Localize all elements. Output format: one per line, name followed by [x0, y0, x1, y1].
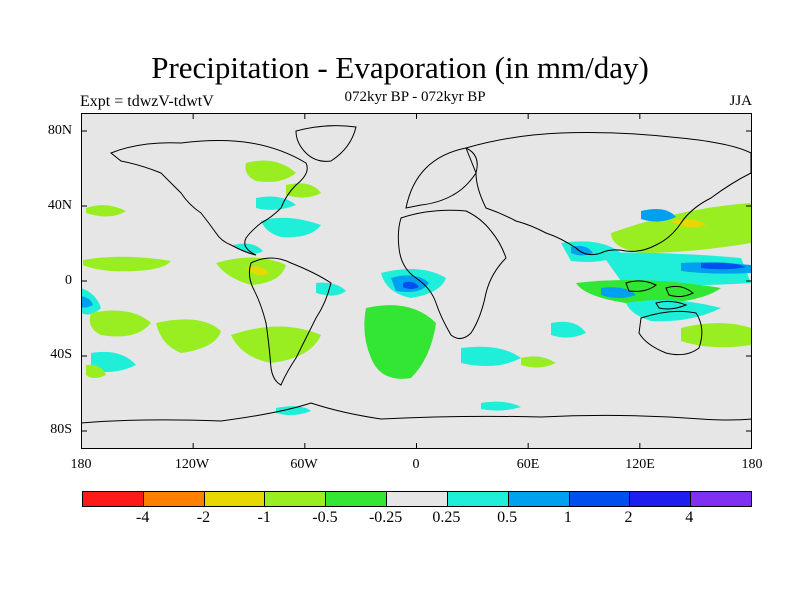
anomaly-patch: [611, 203, 751, 253]
anomaly-patch: [276, 406, 311, 416]
anomaly-patch: [91, 351, 136, 373]
coastline-greenland: [295, 125, 357, 162]
colorbar-swatch: [143, 492, 205, 506]
anomaly-patch: [316, 282, 346, 296]
coastline-south-america: [248, 257, 332, 386]
colorbar-label: 1: [563, 509, 572, 526]
lon-label-60e: 60E: [516, 457, 540, 472]
lon-label-180w: 180: [70, 457, 92, 472]
colorbar-swatch: [691, 492, 751, 506]
anomaly-patch: [641, 209, 676, 222]
anomaly-patch: [481, 401, 521, 411]
anomaly-patch: [261, 217, 321, 238]
lon-label-0: 0: [412, 457, 420, 472]
coastline-africa: [397, 209, 507, 339]
map-title: Precipitation - Evaporation (in mm/day): [151, 50, 649, 85]
colorbar-swatch: [83, 492, 144, 506]
lon-label-180e: 180: [741, 457, 763, 472]
colorbar-label: 2: [624, 509, 633, 526]
coastlines: [81, 125, 752, 424]
season-label: JJA: [729, 93, 752, 109]
coastline-antarctica: [81, 402, 752, 424]
coastline-north-america: [110, 140, 308, 256]
colorbar-label: -0.5: [312, 509, 338, 526]
anomaly-patch: [601, 287, 636, 298]
colorbar-label: 0.5: [497, 509, 518, 526]
lon-label-120w: 120W: [174, 457, 210, 472]
anomaly-patch: [246, 266, 269, 276]
experiment-label: Expt = tdwzV-tdwtV: [80, 93, 214, 110]
anomaly-patch: [156, 319, 221, 353]
coastline-europe: [405, 147, 478, 209]
colorbar-swatch: [447, 492, 509, 506]
lat-label-40s: 40S: [50, 347, 72, 362]
anomaly-patch: [256, 196, 296, 210]
colorbar-label: -1: [257, 509, 271, 526]
colorbar-swatch: [265, 492, 327, 506]
map-panel: [81, 113, 752, 449]
colorbar-swatch: [630, 492, 692, 506]
anomaly-patch: [233, 243, 263, 254]
coastline-maritime: [625, 280, 694, 310]
map-plot: [81, 113, 752, 449]
anomaly-patch: [245, 160, 296, 182]
lat-label-0: 0: [65, 273, 72, 288]
anomaly-patch: [81, 296, 93, 308]
anomaly-patch: [89, 310, 151, 337]
colorbar-swatch: [387, 492, 448, 506]
colorbar-swatch: [326, 492, 388, 506]
anomaly-patch: [601, 252, 751, 286]
coastline-australia: [638, 310, 703, 356]
anomaly-patch: [86, 364, 106, 378]
colorbar-label: 0.25: [432, 509, 461, 526]
lat-label-80n: 80N: [47, 123, 72, 138]
anomaly-patch: [364, 305, 436, 379]
anomaly-patch: [576, 279, 721, 305]
colorbar-label: -4: [136, 509, 150, 526]
map-subtitle: 072kyr BP - 072kyr BP: [344, 89, 486, 105]
lon-label-60w: 60W: [290, 457, 318, 472]
colorbar-swatch: [569, 492, 631, 506]
colorbar: [82, 491, 752, 507]
anomaly-patch: [521, 356, 556, 368]
colorbar-label: 4: [685, 509, 694, 526]
colorbar-label: -0.25: [368, 509, 403, 526]
colorbar-swatch: [204, 492, 266, 506]
anomaly-patch: [701, 262, 746, 270]
anomaly-patch: [403, 281, 419, 289]
lat-label-80s: 80S: [50, 422, 72, 437]
anomaly-patch: [86, 205, 126, 217]
anomaly-patch: [461, 346, 521, 367]
colorbar-swatch: [508, 492, 570, 506]
lon-label-120e: 120E: [625, 457, 655, 472]
map-frame: [81, 113, 752, 449]
anomaly-patch: [681, 323, 751, 348]
anomaly-patch: [83, 256, 171, 272]
lat-label-40n: 40N: [47, 198, 72, 213]
anomaly-patch: [551, 321, 586, 338]
colorbar-label: -2: [196, 509, 211, 526]
anomaly-fields: [81, 160, 751, 416]
coastline-asia: [465, 132, 752, 256]
